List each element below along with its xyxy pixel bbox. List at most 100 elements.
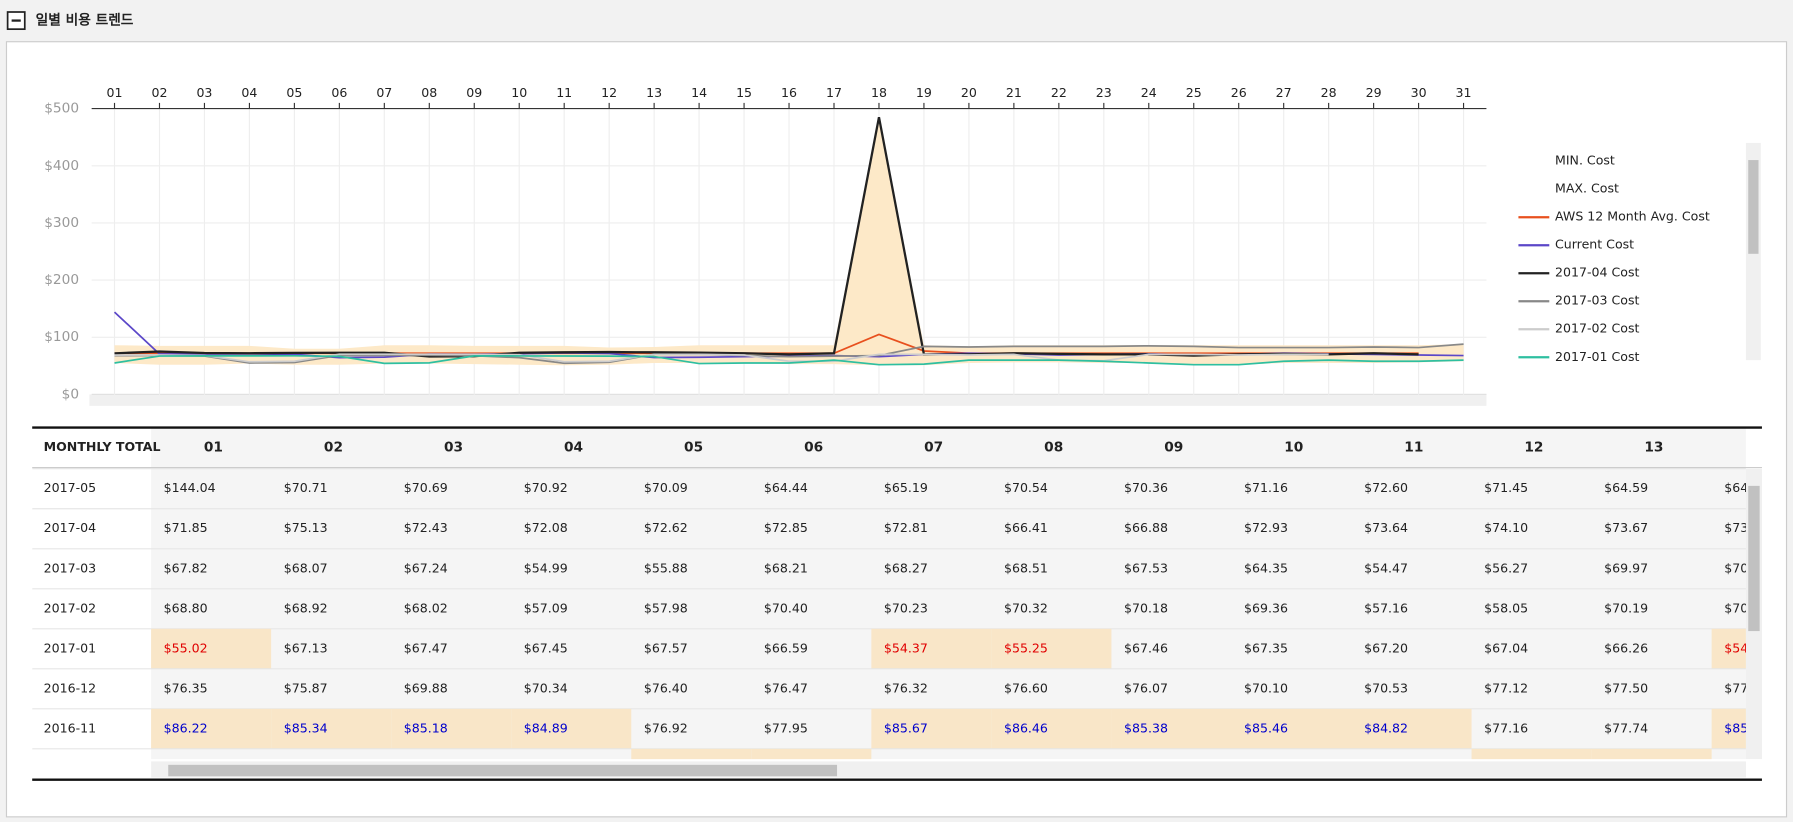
cell: $70.92: [524, 480, 568, 495]
cell: $65.19: [884, 480, 928, 495]
legend-label[interactable]: Current Cost: [1555, 237, 1634, 252]
x-tick-label: 09: [466, 85, 482, 100]
cell: $76.40: [644, 680, 688, 695]
legend-label[interactable]: MIN. Cost: [1555, 153, 1615, 168]
cell: $66.26: [1604, 640, 1648, 655]
cell: $74.10: [1484, 520, 1528, 535]
cell: $144.04: [164, 480, 216, 495]
cell: $70.40: [764, 600, 808, 615]
x-tick-label: 10: [511, 85, 527, 100]
cell: $86.22: [164, 720, 208, 735]
cell: $67.57: [644, 640, 688, 655]
cell: $55.88: [644, 560, 688, 575]
cell: $70.32: [1004, 600, 1048, 615]
column-header: 04: [564, 440, 583, 456]
cell: $71.16: [1244, 480, 1288, 495]
cell: $69.36: [1244, 600, 1288, 615]
table: 2017-05 $144.04 $70.71 $70.69 $70.92 $70.09 $6…: [32, 426, 1762, 781]
highlight-cell: [271, 708, 392, 749]
cell: $70.34: [524, 680, 568, 695]
cell: $68.02: [404, 600, 448, 615]
cell: $72.81: [884, 520, 928, 535]
cell: $57.09: [524, 600, 568, 615]
highlight-cell: [391, 708, 512, 749]
cell: $58.05: [1484, 600, 1528, 615]
x-tick-label: 16: [781, 85, 797, 100]
cell: $76.35: [164, 680, 208, 695]
highlight-cell: [1231, 708, 1352, 749]
column-header: 08: [1044, 440, 1063, 456]
x-scrollbar[interactable]: [89, 394, 1487, 406]
cell: $55.02: [164, 640, 208, 655]
cell: $66.59: [764, 640, 808, 655]
cell: $70.71: [284, 480, 328, 495]
x-tick-label: 17: [826, 85, 842, 100]
legend-label[interactable]: 2017-01 Cost: [1555, 349, 1639, 364]
row-label: 2017-03: [44, 560, 96, 575]
cell: $66.41: [1004, 520, 1048, 535]
legend-label[interactable]: MAX. Cost: [1555, 181, 1619, 196]
x-tick-label: 21: [1006, 85, 1022, 100]
legend-label[interactable]: 2017-03 Cost: [1555, 293, 1639, 308]
legend-label[interactable]: AWS 12 Month Avg. Cost: [1555, 209, 1710, 224]
cell: $64.59: [1604, 480, 1648, 495]
x-tick-label: 14: [691, 85, 707, 100]
legend-label[interactable]: 2017-02 Cost: [1555, 321, 1639, 336]
x-tick-label: 24: [1141, 85, 1157, 100]
highlight-cell: [1711, 708, 1746, 749]
cell: $70.10: [1244, 680, 1288, 695]
cell: $77.74: [1604, 720, 1648, 735]
cell: $70.18: [1124, 600, 1168, 615]
legend-scroll-thumb[interactable]: [1748, 160, 1759, 254]
cell: $70.54: [1004, 480, 1048, 495]
cell: $76.92: [644, 720, 688, 735]
x-tick-label: 11: [556, 85, 572, 100]
cell: $70.19: [1604, 600, 1648, 615]
cell: $72.85: [764, 520, 808, 535]
series-line: [114, 343, 1464, 365]
column-header: 09: [1164, 440, 1183, 456]
cell: $70.69: [404, 480, 448, 495]
y-tick-label: $300: [44, 215, 79, 231]
row-bg: [151, 508, 1746, 549]
legend-label[interactable]: 2017-04 Cost: [1555, 265, 1639, 280]
x-tick-label: 08: [421, 85, 437, 100]
cell: $68.21: [764, 560, 808, 575]
y-tick-label: $200: [44, 272, 79, 288]
y-tick-label: $100: [44, 329, 79, 345]
column-header: 07: [924, 440, 943, 456]
cell: $54.47: [1364, 560, 1408, 575]
column-header: 02: [324, 440, 343, 456]
row-bg: [151, 588, 1746, 629]
cell: $54.: [1724, 640, 1752, 655]
row-label: 2016-11: [44, 720, 96, 735]
x-tick-label: 29: [1366, 85, 1382, 100]
series-line: [114, 353, 1329, 363]
plot: [113, 116, 1464, 366]
cell: $85.38: [1124, 720, 1168, 735]
row-label: 2016-12: [44, 680, 96, 695]
row-label: 2017-04: [44, 520, 96, 535]
cell: $56.27: [1484, 560, 1528, 575]
highlight-cell: [151, 628, 272, 669]
cell: $77.95: [764, 720, 808, 735]
row-bg: [151, 548, 1746, 589]
column-header: 10: [1284, 440, 1303, 456]
highlight-cell: [1591, 748, 1712, 760]
x-tick-label: 03: [196, 85, 212, 100]
header-bg: [151, 427, 1746, 468]
cell: $70.: [1724, 600, 1752, 615]
cell: $64.: [1724, 480, 1752, 495]
v-scroll-thumb[interactable]: [1748, 485, 1760, 632]
cell: $73.64: [1364, 520, 1408, 535]
cell: $67.45: [524, 640, 568, 655]
cell: $73.: [1724, 520, 1752, 535]
x-tick-label: 19: [916, 85, 932, 100]
cell: $76.07: [1124, 680, 1168, 695]
cell: $84.89: [524, 720, 568, 735]
cell: $68.80: [164, 600, 208, 615]
h-scroll-thumb[interactable]: [168, 764, 838, 777]
cell: $54.37: [884, 640, 928, 655]
x-tick-label: 28: [1321, 85, 1337, 100]
table-body: 2017-05 $144.04 $70.71 $70.69 $70.92 $70.09 $6…: [32, 468, 1752, 760]
